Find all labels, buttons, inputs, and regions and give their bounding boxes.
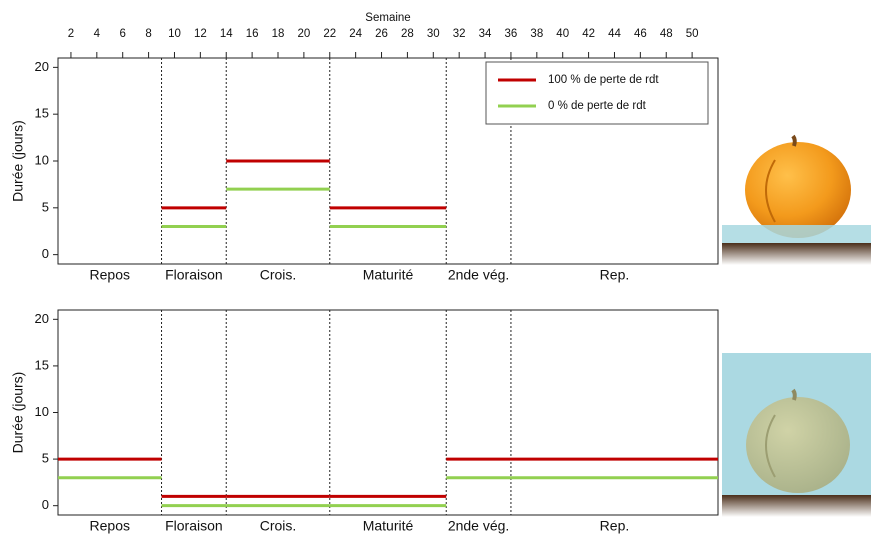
x-tick-label: 30: [427, 28, 440, 40]
x-tick-label: 2: [68, 28, 74, 40]
apple-bottom: [722, 353, 871, 517]
x-tick-label: 26: [375, 28, 388, 40]
y-tick-label: 0: [42, 246, 49, 261]
x-tick-label: 34: [479, 28, 492, 40]
y-axis-label: Durée (jours): [10, 120, 26, 202]
legend-label: 0 % de perte de rdt: [548, 100, 647, 112]
category-label: 2nde vég.: [448, 267, 510, 283]
category-label: Rep.: [600, 267, 630, 283]
x-tick-label: 16: [246, 28, 259, 40]
y-axis-label: Durée (jours): [10, 372, 26, 454]
x-tick-label: 22: [323, 28, 336, 40]
y-tick-label: 10: [35, 404, 49, 419]
category-label: Crois.: [260, 518, 297, 534]
x-tick-label: 36: [505, 28, 518, 40]
legend-label: 100 % de perte de rdt: [548, 74, 659, 86]
category-label: Repos: [90, 267, 130, 283]
x-tick-label: 6: [120, 28, 126, 40]
category-label: 2nde vég.: [448, 518, 510, 534]
x-tick-label: 4: [94, 28, 101, 40]
x-tick-label: 10: [168, 28, 181, 40]
x-tick-label: 28: [401, 28, 414, 40]
category-label: Maturité: [363, 518, 414, 534]
category-label: Floraison: [165, 518, 223, 534]
category-label: Repos: [90, 518, 130, 534]
x-tick-label: 38: [530, 28, 543, 40]
x-axis-label: Semaine: [365, 12, 410, 24]
category-label: Crois.: [260, 267, 297, 283]
x-tick-label: 32: [453, 28, 466, 40]
plot-frame: [57, 309, 719, 516]
category-label: Rep.: [600, 518, 630, 534]
x-tick-label: 50: [686, 28, 699, 40]
y-tick-label: 5: [42, 451, 49, 466]
category-label: Maturité: [363, 267, 414, 283]
x-tick-label: 46: [634, 28, 647, 40]
y-tick-label: 20: [35, 311, 49, 326]
y-tick-label: 20: [35, 59, 49, 74]
x-tick-label: 44: [608, 28, 621, 40]
legend-box: [485, 61, 709, 125]
category-label: Floraison: [165, 267, 223, 283]
y-tick-label: 15: [35, 357, 49, 372]
y-tick-label: 0: [42, 497, 49, 512]
y-tick-label: 5: [42, 199, 49, 214]
x-tick-label: 48: [660, 28, 673, 40]
x-tick-label: 24: [349, 28, 362, 40]
x-tick-label: 12: [194, 28, 207, 40]
x-tick-label: 40: [556, 28, 569, 40]
apple-top: [722, 134, 871, 265]
x-tick-label: 18: [272, 28, 285, 40]
y-tick-label: 15: [35, 106, 49, 121]
x-tick-label: 8: [145, 28, 151, 40]
x-tick-label: 20: [297, 28, 310, 40]
x-tick-label: 42: [582, 28, 595, 40]
y-tick-label: 10: [35, 152, 49, 167]
x-tick-label: 14: [220, 28, 233, 40]
